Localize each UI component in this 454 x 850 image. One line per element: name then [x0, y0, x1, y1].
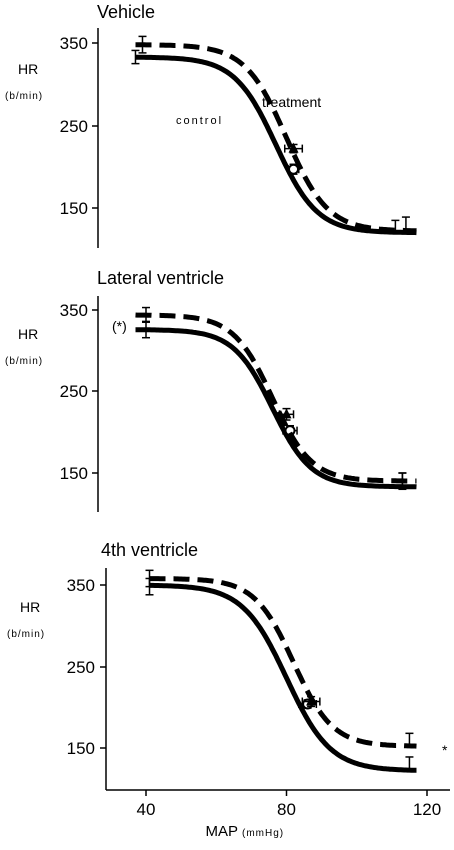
panel-lateral-ventricle: Lateral ventricle HR (b/min) 350 250 150… [5, 268, 417, 512]
y-tick-label: 350 [60, 301, 88, 320]
y-axis-unit: (b/min) [5, 91, 43, 102]
x-axis-label: MAP [205, 823, 238, 840]
plot-area [145, 569, 417, 773]
y-axis-label: HR [18, 326, 38, 342]
data-point-control [131, 49, 140, 65]
y-axis-unit: (b/min) [7, 629, 45, 640]
panel-title: Vehicle [97, 2, 155, 22]
panel-4th-ventricle: 4th ventricle HR (b/min) 350 250 150 40 8… [7, 540, 450, 840]
series-annotation-treatment: treatment [262, 94, 321, 110]
panel-title: 4th ventricle [101, 540, 198, 560]
data-point-treatment [278, 407, 295, 421]
significance-annotation: (*) [112, 318, 127, 334]
data-point-treatment [138, 35, 147, 54]
series-line-control [135, 54, 417, 236]
data-point-treatment [405, 732, 414, 748]
y-tick-label: 150 [67, 739, 95, 758]
x-ticks: 40 80 120 [137, 790, 441, 819]
data-point-treatment [401, 216, 410, 233]
x-tick-label: 40 [137, 800, 156, 819]
x-axis-unit: (mmHg) [242, 828, 284, 839]
y-tick-label: 250 [60, 117, 88, 136]
x-tick-label: 80 [277, 800, 296, 819]
series-line-treatment [135, 312, 417, 484]
y-axis-label: HR [20, 599, 40, 615]
data-point-control [391, 219, 400, 235]
plot-area [135, 306, 417, 491]
plot-area [131, 35, 417, 236]
series-line-treatment [149, 576, 417, 749]
data-point-treatment [142, 306, 150, 323]
panel-title: Lateral ventricle [97, 268, 224, 288]
significance-annotation: * [442, 742, 448, 758]
y-tick-label: 250 [67, 658, 95, 677]
data-point-treatment [283, 142, 304, 154]
panel-vehicle: Vehicle HR (b/min) 350 250 150 treatment… [5, 2, 417, 248]
y-tick-label: 350 [67, 576, 95, 595]
y-tick-label: 150 [60, 464, 88, 483]
series-line-control [149, 582, 417, 773]
series-line-control [135, 327, 417, 490]
y-axis-label: HR [18, 61, 38, 77]
y-axis-unit: (b/min) [5, 356, 43, 367]
series-annotation-control: control [176, 115, 223, 127]
y-tick-label: 150 [60, 199, 88, 218]
x-tick-label: 120 [413, 800, 441, 819]
y-tick-label: 250 [60, 382, 88, 401]
data-point-treatment [398, 472, 407, 487]
data-point-control [405, 756, 414, 771]
series-line-treatment [135, 42, 417, 234]
y-tick-label: 350 [60, 34, 88, 53]
data-point-treatment [145, 569, 154, 588]
data-point-treatment [301, 695, 321, 708]
